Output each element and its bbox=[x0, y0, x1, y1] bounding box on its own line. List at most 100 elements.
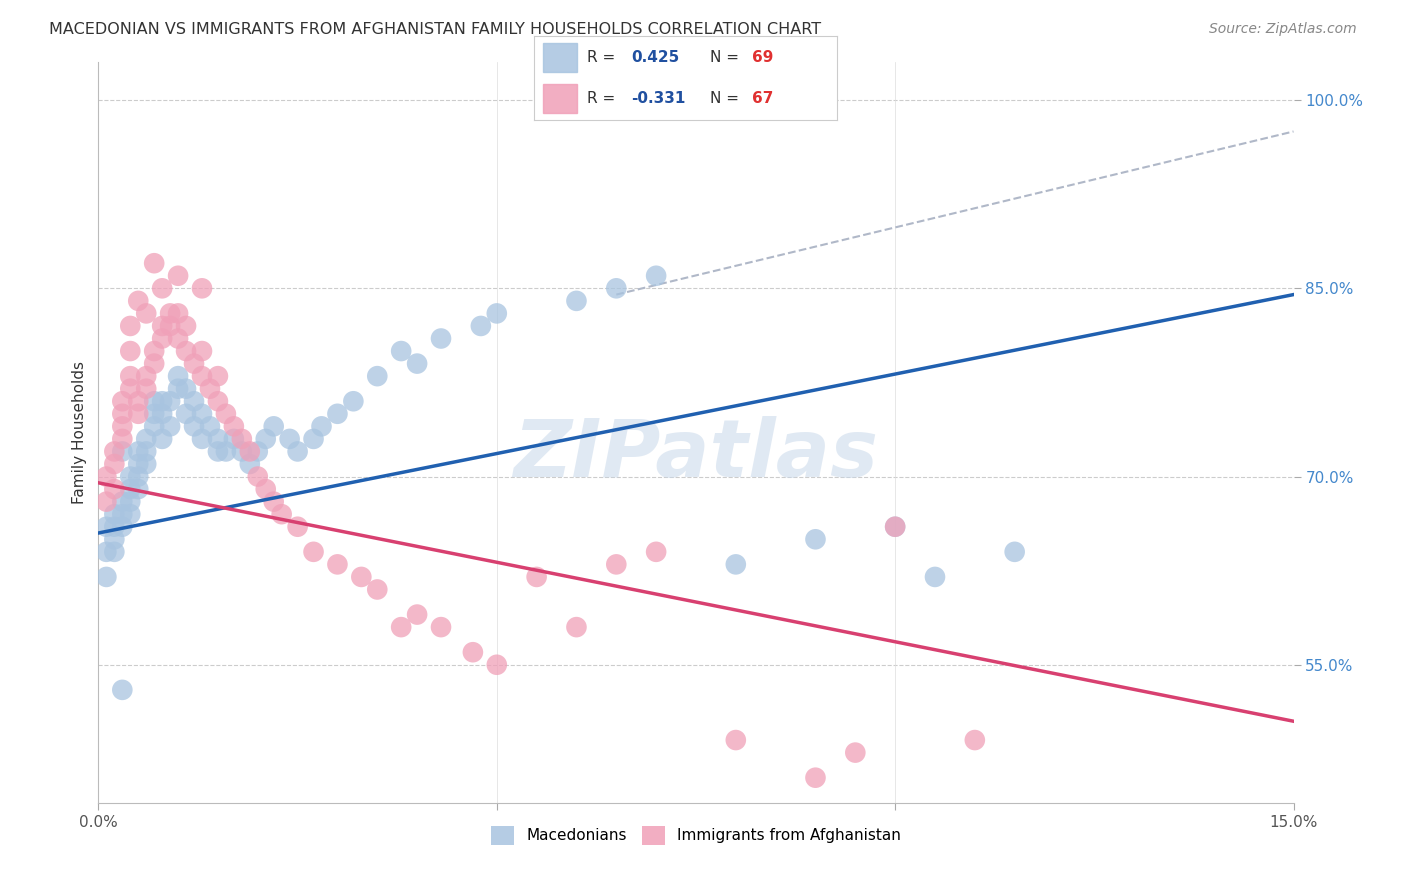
Point bbox=[120, 482, 142, 496]
Point bbox=[143, 344, 166, 359]
Point bbox=[135, 457, 157, 471]
Point bbox=[222, 419, 245, 434]
Point bbox=[270, 507, 292, 521]
Point bbox=[103, 444, 125, 458]
Point bbox=[103, 533, 125, 547]
Point bbox=[174, 344, 197, 359]
Point bbox=[963, 733, 986, 747]
Point bbox=[263, 419, 285, 434]
Point bbox=[215, 407, 238, 421]
Text: -0.331: -0.331 bbox=[631, 91, 685, 106]
Point bbox=[605, 558, 627, 572]
Point bbox=[231, 444, 253, 458]
Point bbox=[159, 306, 181, 320]
Point bbox=[326, 407, 349, 421]
Point bbox=[143, 394, 166, 409]
Point bbox=[127, 444, 149, 458]
Point bbox=[198, 382, 221, 396]
Y-axis label: Family Households: Family Households bbox=[72, 361, 87, 504]
Point bbox=[135, 369, 157, 384]
Point bbox=[96, 520, 118, 534]
Point bbox=[127, 457, 149, 471]
Point bbox=[207, 394, 229, 409]
Point bbox=[111, 682, 134, 697]
Point bbox=[278, 432, 301, 446]
Point bbox=[645, 268, 668, 283]
Point bbox=[254, 432, 277, 446]
Point bbox=[342, 394, 364, 409]
Point bbox=[127, 482, 149, 496]
Point bbox=[150, 394, 173, 409]
Point bbox=[302, 545, 325, 559]
Point bbox=[191, 344, 214, 359]
Point bbox=[804, 771, 827, 785]
Point bbox=[111, 507, 134, 521]
Point bbox=[159, 394, 181, 409]
Point bbox=[150, 432, 173, 446]
Point bbox=[111, 394, 134, 409]
Text: 69: 69 bbox=[752, 50, 773, 65]
Point bbox=[135, 432, 157, 446]
Point bbox=[470, 318, 492, 333]
Point bbox=[111, 520, 134, 534]
Point bbox=[406, 357, 429, 371]
Point bbox=[389, 620, 412, 634]
Text: MACEDONIAN VS IMMIGRANTS FROM AFGHANISTAN FAMILY HOUSEHOLDS CORRELATION CHART: MACEDONIAN VS IMMIGRANTS FROM AFGHANISTA… bbox=[49, 22, 821, 37]
Point bbox=[135, 444, 157, 458]
Point bbox=[96, 494, 118, 508]
Point bbox=[461, 645, 484, 659]
Point bbox=[120, 382, 142, 396]
Point bbox=[263, 494, 285, 508]
Point bbox=[150, 281, 173, 295]
Point bbox=[120, 318, 142, 333]
Point bbox=[207, 432, 229, 446]
Text: R =: R = bbox=[588, 91, 620, 106]
Text: N =: N = bbox=[710, 50, 744, 65]
Point bbox=[389, 344, 412, 359]
Point bbox=[96, 469, 118, 483]
Point bbox=[183, 394, 205, 409]
Point bbox=[222, 432, 245, 446]
Point bbox=[350, 570, 373, 584]
Point bbox=[135, 306, 157, 320]
Point bbox=[430, 620, 453, 634]
Point bbox=[127, 394, 149, 409]
Point bbox=[143, 419, 166, 434]
Point bbox=[127, 407, 149, 421]
Point bbox=[430, 331, 453, 345]
Point bbox=[239, 457, 262, 471]
Point bbox=[287, 520, 309, 534]
Point bbox=[724, 558, 747, 572]
Legend: Macedonians, Immigrants from Afghanistan: Macedonians, Immigrants from Afghanistan bbox=[485, 820, 907, 851]
Text: ZIPatlas: ZIPatlas bbox=[513, 416, 879, 494]
Point bbox=[804, 533, 827, 547]
Point bbox=[174, 318, 197, 333]
Bar bbox=[543, 84, 576, 112]
Point bbox=[96, 545, 118, 559]
Point bbox=[120, 369, 142, 384]
Point bbox=[167, 331, 190, 345]
Point bbox=[143, 407, 166, 421]
Bar bbox=[543, 44, 576, 72]
Point bbox=[111, 494, 134, 508]
Point bbox=[111, 432, 134, 446]
Text: 0.425: 0.425 bbox=[631, 50, 679, 65]
Point bbox=[844, 746, 866, 760]
Point bbox=[254, 482, 277, 496]
Point bbox=[174, 407, 197, 421]
Text: Source: ZipAtlas.com: Source: ZipAtlas.com bbox=[1209, 22, 1357, 37]
Point bbox=[174, 382, 197, 396]
Point bbox=[96, 570, 118, 584]
Point bbox=[120, 494, 142, 508]
Point bbox=[239, 444, 262, 458]
Point bbox=[103, 457, 125, 471]
Point bbox=[485, 657, 508, 672]
Point bbox=[183, 419, 205, 434]
Point bbox=[366, 582, 388, 597]
Point bbox=[159, 419, 181, 434]
Point bbox=[884, 520, 907, 534]
Point bbox=[167, 369, 190, 384]
Point bbox=[231, 432, 253, 446]
Point bbox=[215, 444, 238, 458]
Point bbox=[485, 306, 508, 320]
